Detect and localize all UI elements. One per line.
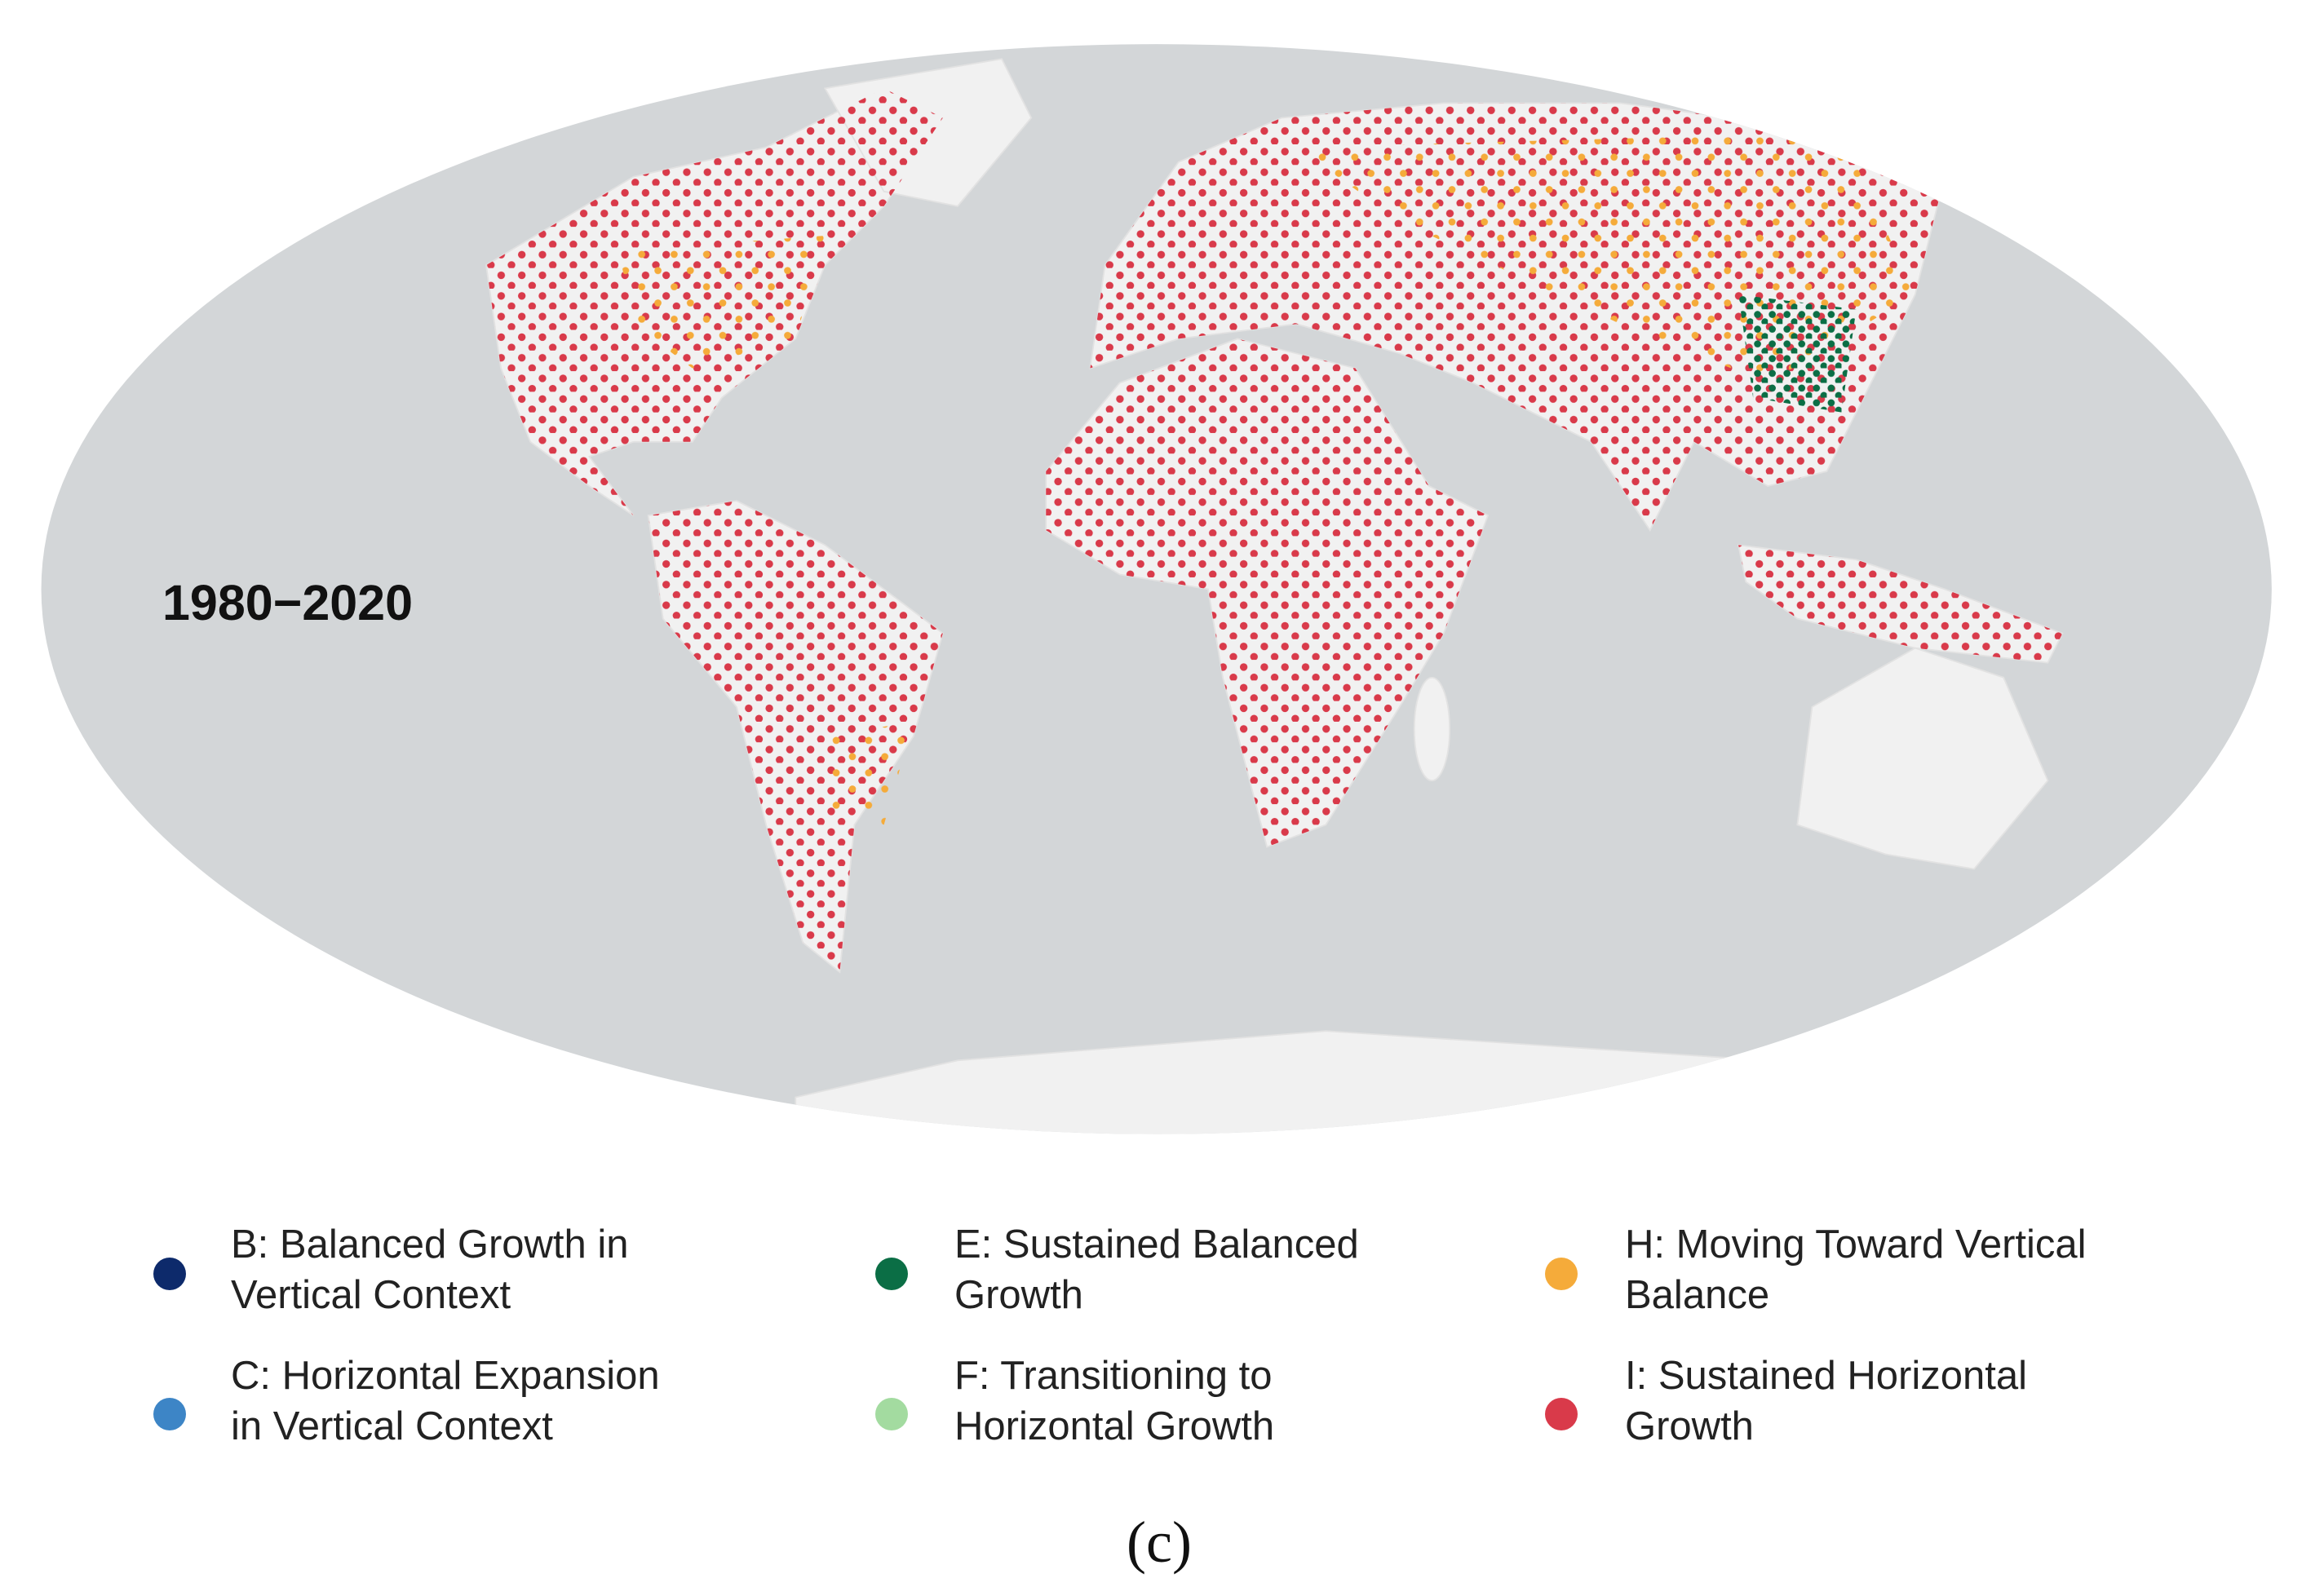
legend-label: in Vertical Context <box>231 1404 553 1448</box>
legend-label: Growth <box>954 1273 1083 1317</box>
dot-texture <box>618 235 826 369</box>
madagascar <box>1413 676 1451 782</box>
dot-texture <box>1738 294 1857 413</box>
legend-label: C: Horizontal Expansion <box>231 1354 660 1398</box>
legend-swatch <box>875 1258 908 1290</box>
legend-item: E: Sustained Balanced Growth <box>875 1222 1359 1317</box>
legend-swatch <box>875 1398 908 1430</box>
legend-item: C: Horizontal Expansion in Vertical Conte… <box>153 1354 660 1448</box>
legend-swatch <box>1545 1258 1578 1290</box>
legend-swatch <box>153 1398 186 1430</box>
legend-label: B: Balanced Growth in <box>231 1222 629 1267</box>
legend-label: Growth <box>1625 1404 1754 1448</box>
australia <box>1796 647 2049 870</box>
caption: (c) <box>1127 1510 1192 1575</box>
legend-label: E: Sustained Balanced <box>954 1222 1359 1267</box>
legend-label: H: Moving Toward Vertical <box>1625 1222 2087 1267</box>
legend-item: H: Moving Toward Vertical Balance <box>1545 1222 2087 1317</box>
city-dots <box>485 87 2064 973</box>
legend-label: Balance <box>1625 1273 1769 1317</box>
period-label: 1980−2020 <box>162 575 413 630</box>
legend-swatch <box>153 1258 186 1290</box>
legend-label: Horizontal Growth <box>954 1404 1274 1448</box>
legend-item: I: Sustained Horizontal Growth <box>1545 1354 2027 1448</box>
legend-item: F: Transitioning to Horizontal Growth <box>875 1354 1274 1448</box>
legend-swatch <box>1545 1398 1578 1430</box>
dot-texture <box>825 721 914 825</box>
legend-label: F: Transitioning to <box>954 1354 1272 1398</box>
legend: B: Balanced Growth in Vertical Context C: … <box>153 1222 2087 1448</box>
legend-item: B: Balanced Growth in Vertical Context <box>153 1222 629 1317</box>
legend-label: I: Sustained Horizontal <box>1625 1354 2027 1398</box>
legend-label: Vertical Context <box>231 1273 511 1317</box>
